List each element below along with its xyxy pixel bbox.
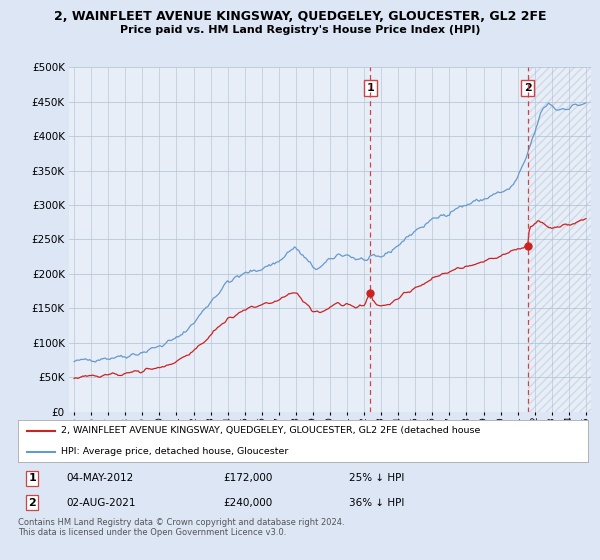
Text: 1: 1 [28,473,36,483]
Text: 2, WAINFLEET AVENUE KINGSWAY, QUEDGELEY, GLOUCESTER, GL2 2FE: 2, WAINFLEET AVENUE KINGSWAY, QUEDGELEY,… [54,10,546,23]
Text: 1: 1 [367,83,374,93]
Text: 36% ↓ HPI: 36% ↓ HPI [349,498,404,508]
Text: £172,000: £172,000 [223,473,272,483]
Text: 04-MAY-2012: 04-MAY-2012 [67,473,134,483]
Text: £240,000: £240,000 [223,498,272,508]
Bar [527,67,595,412]
Text: 25% ↓ HPI: 25% ↓ HPI [349,473,404,483]
Bar [527,67,595,412]
Text: 2: 2 [524,83,532,93]
Text: 2: 2 [28,498,36,508]
Text: Contains HM Land Registry data © Crown copyright and database right 2024.
This d: Contains HM Land Registry data © Crown c… [18,518,344,538]
Text: 2, WAINFLEET AVENUE KINGSWAY, QUEDGELEY, GLOUCESTER, GL2 2FE (detached house: 2, WAINFLEET AVENUE KINGSWAY, QUEDGELEY,… [61,426,480,435]
Text: 02-AUG-2021: 02-AUG-2021 [67,498,136,508]
Text: HPI: Average price, detached house, Gloucester: HPI: Average price, detached house, Glou… [61,447,288,456]
Text: Price paid vs. HM Land Registry's House Price Index (HPI): Price paid vs. HM Land Registry's House … [120,25,480,35]
